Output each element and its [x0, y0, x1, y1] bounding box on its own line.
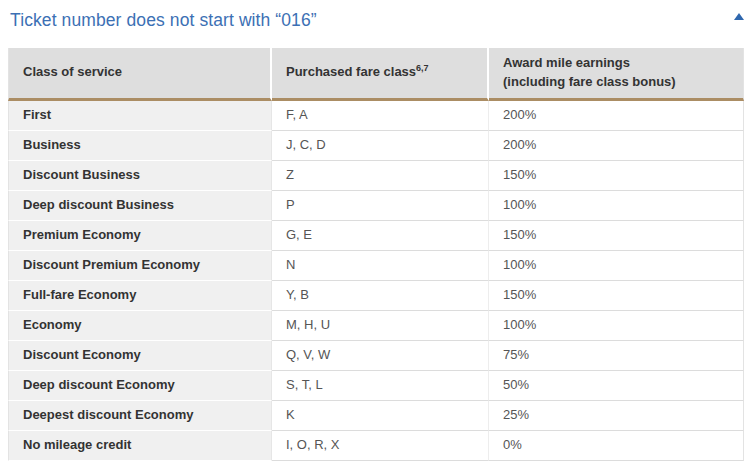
- earnings-cell: 200%: [489, 131, 744, 161]
- table-header-row: Class of service Purchased fare class6,7…: [8, 48, 744, 101]
- class-of-service-cell: Discount Economy: [8, 341, 272, 371]
- table-row: Deepest discount Economy K 25%: [8, 401, 744, 431]
- table-row: Discount Business Z 150%: [8, 161, 744, 191]
- fare-class-cell: Z: [272, 161, 489, 191]
- earnings-cell: 150%: [489, 161, 744, 191]
- fare-class-cell: N: [272, 251, 489, 281]
- caret-up-icon[interactable]: [734, 13, 744, 20]
- fare-class-cell: S, T, L: [272, 371, 489, 401]
- table-row: No mileage credit I, O, R, X 0%: [8, 431, 744, 461]
- class-of-service-cell: Discount Business: [8, 161, 272, 191]
- class-of-service-cell: Full-fare Economy: [8, 281, 272, 311]
- accordion-title: Ticket number does not start with “016”: [0, 10, 317, 31]
- class-of-service-cell: Deepest discount Economy: [8, 401, 272, 431]
- table-row: Premium Economy G, E 150%: [8, 221, 744, 251]
- table-row: First F, A 200%: [8, 101, 744, 131]
- table-row: Economy M, H, U 100%: [8, 311, 744, 341]
- fare-class-cell: I, O, R, X: [272, 431, 489, 461]
- fare-class-cell: F, A: [272, 101, 489, 131]
- class-of-service-cell: Economy: [8, 311, 272, 341]
- column-header-class-of-service: Class of service: [8, 48, 272, 101]
- fare-class-cell: Q, V, W: [272, 341, 489, 371]
- earnings-cell: 100%: [489, 311, 744, 341]
- class-of-service-cell: Discount Premium Economy: [8, 251, 272, 281]
- earnings-cell: 50%: [489, 371, 744, 401]
- earnings-cell: 150%: [489, 281, 744, 311]
- earnings-cell: 200%: [489, 101, 744, 131]
- earnings-cell: 150%: [489, 221, 744, 251]
- class-of-service-cell: Premium Economy: [8, 221, 272, 251]
- fare-class-cell: G, E: [272, 221, 489, 251]
- table-row: Discount Premium Economy N 100%: [8, 251, 744, 281]
- class-of-service-cell: Deep discount Economy: [8, 371, 272, 401]
- table-row: Business J, C, D 200%: [8, 131, 744, 161]
- earnings-cell: 75%: [489, 341, 744, 371]
- earnings-cell: 25%: [489, 401, 744, 431]
- class-of-service-cell: Deep discount Business: [8, 191, 272, 221]
- fare-earnings-table: Class of service Purchased fare class6,7…: [8, 48, 744, 461]
- table-row: Full-fare Economy Y, B 150%: [8, 281, 744, 311]
- fare-class-cell: M, H, U: [272, 311, 489, 341]
- class-of-service-cell: Business: [8, 131, 272, 161]
- fare-class-cell: P: [272, 191, 489, 221]
- fare-class-cell: Y, B: [272, 281, 489, 311]
- table-row: Deep discount Business P 100%: [8, 191, 744, 221]
- class-of-service-cell: First: [8, 101, 272, 131]
- earnings-cell: 0%: [489, 431, 744, 461]
- fare-class-cell: K: [272, 401, 489, 431]
- table-row: Deep discount Economy S, T, L 50%: [8, 371, 744, 401]
- column-header-purchased-fare-class: Purchased fare class6,7: [272, 48, 489, 101]
- accordion-header[interactable]: Ticket number does not start with “016”: [0, 0, 750, 40]
- footnote-superscript: 6,7: [416, 63, 429, 73]
- class-of-service-cell: No mileage credit: [8, 431, 272, 461]
- earnings-cell: 100%: [489, 251, 744, 281]
- table-row: Discount Economy Q, V, W 75%: [8, 341, 744, 371]
- column-header-award-mile-earnings: Award mile earnings (including fare clas…: [489, 48, 744, 101]
- earnings-cell: 100%: [489, 191, 744, 221]
- fare-class-cell: J, C, D: [272, 131, 489, 161]
